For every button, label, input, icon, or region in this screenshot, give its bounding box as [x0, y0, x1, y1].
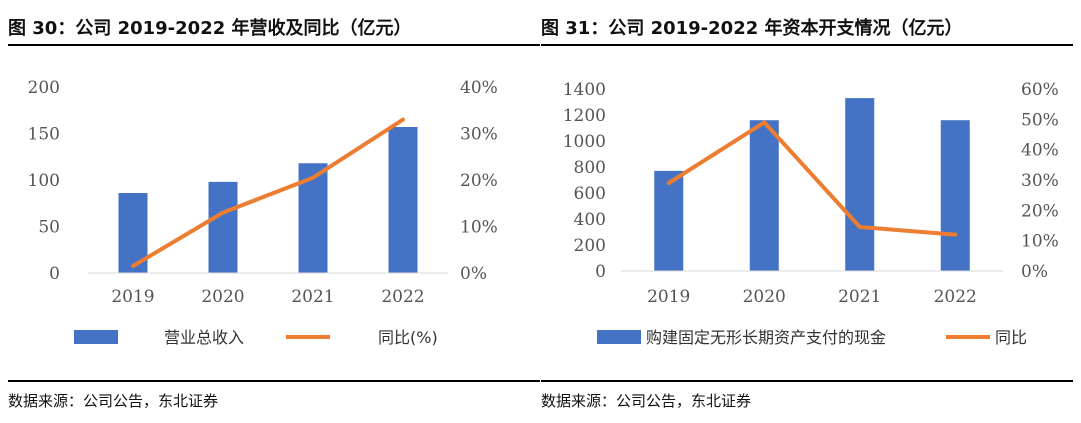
figure-title: 图 30：公司 2019-2022 年营收及同比（亿元） [8, 18, 412, 39]
y-right-tick-label: 50% [1021, 110, 1059, 130]
capex-chart: 0 200 400 600 800 1000 1200 1400 0% 10% 20% 30% 40% 5… [563, 80, 1059, 347]
title-rule [541, 44, 1073, 46]
y-right-tick-label: 40% [460, 78, 498, 98]
y-left-tick-label: 200 [28, 78, 60, 98]
legend-bar-swatch [597, 330, 641, 344]
legend-bar-label: 购建固定无形长期资产支付的现金 [646, 328, 886, 347]
y-left-tick-label: 50 [38, 218, 60, 238]
x-tick-label: 2020 [201, 287, 244, 307]
x-tick-label: 2022 [934, 287, 977, 307]
source-rule [8, 380, 540, 382]
figure-31: 图 31：公司 2019-2022 年资本开支情况（亿元） 0 200 400 600… [541, 0, 1073, 423]
y-right-tick-label: 30% [1021, 171, 1059, 191]
x-tick-label: 2020 [743, 287, 786, 307]
bar [845, 98, 875, 271]
y-left-tick-label: 200 [574, 236, 606, 256]
y-right-tick-label: 0% [1021, 262, 1048, 282]
y-right-tick-label: 40% [1021, 141, 1059, 161]
y-left-tick-label: 150 [28, 125, 60, 145]
legend-bar-label: 营业总收入 [164, 328, 244, 347]
y-right-tick-label: 20% [1021, 201, 1059, 221]
title-rule [8, 44, 540, 46]
bar [654, 170, 684, 271]
y-right-tick-label: 30% [460, 125, 498, 145]
y-right-tick-label: 10% [1021, 232, 1059, 252]
source-note: 数据来源：公司公告，东北证券 [8, 392, 219, 410]
y-left-tick-label: 1200 [563, 106, 606, 126]
line-series [666, 120, 958, 237]
legend-bar-swatch [74, 330, 118, 344]
y-right-tick-label: 0% [460, 264, 487, 284]
x-tick-label: 2019 [111, 287, 154, 307]
y-left-tick-label: 800 [574, 158, 606, 178]
legend-line-label: 同比 [995, 328, 1027, 347]
y-left-tick-label: 0 [595, 262, 606, 282]
source-note: 数据来源：公司公告，东北证券 [541, 392, 752, 410]
revenue-chart: 0 50 100 150 200 0% 10% 20% 30% 40% 2019 2020 2021 20… [28, 78, 498, 347]
y-right-tick-label: 60% [1021, 80, 1059, 100]
y-left-tick-label: 600 [574, 184, 606, 204]
y-left-tick-label: 100 [28, 171, 60, 191]
y-left-tick-label: 1400 [563, 80, 606, 100]
source-rule [541, 380, 1073, 382]
y-right-tick-label: 10% [460, 218, 498, 238]
x-tick-label: 2019 [647, 287, 690, 307]
line-series [131, 117, 405, 268]
y-left-tick-label: 0 [49, 264, 60, 284]
y-left-tick-label: 400 [574, 210, 606, 230]
y-left-tick-label: 1000 [563, 132, 606, 152]
bar [940, 120, 970, 271]
bar [388, 126, 418, 274]
figure-30: 图 30：公司 2019-2022 年营收及同比（亿元） 0 50 100 150 20… [8, 0, 540, 423]
y-right-tick-label: 20% [460, 171, 498, 191]
bar [749, 120, 779, 271]
x-tick-label: 2021 [291, 287, 334, 307]
x-tick-label: 2022 [381, 287, 424, 307]
bar [208, 181, 238, 273]
figure-title: 图 31：公司 2019-2022 年资本开支情况（亿元） [541, 18, 963, 39]
legend-line-label: 同比(%) [378, 328, 438, 347]
x-tick-label: 2021 [838, 287, 881, 307]
